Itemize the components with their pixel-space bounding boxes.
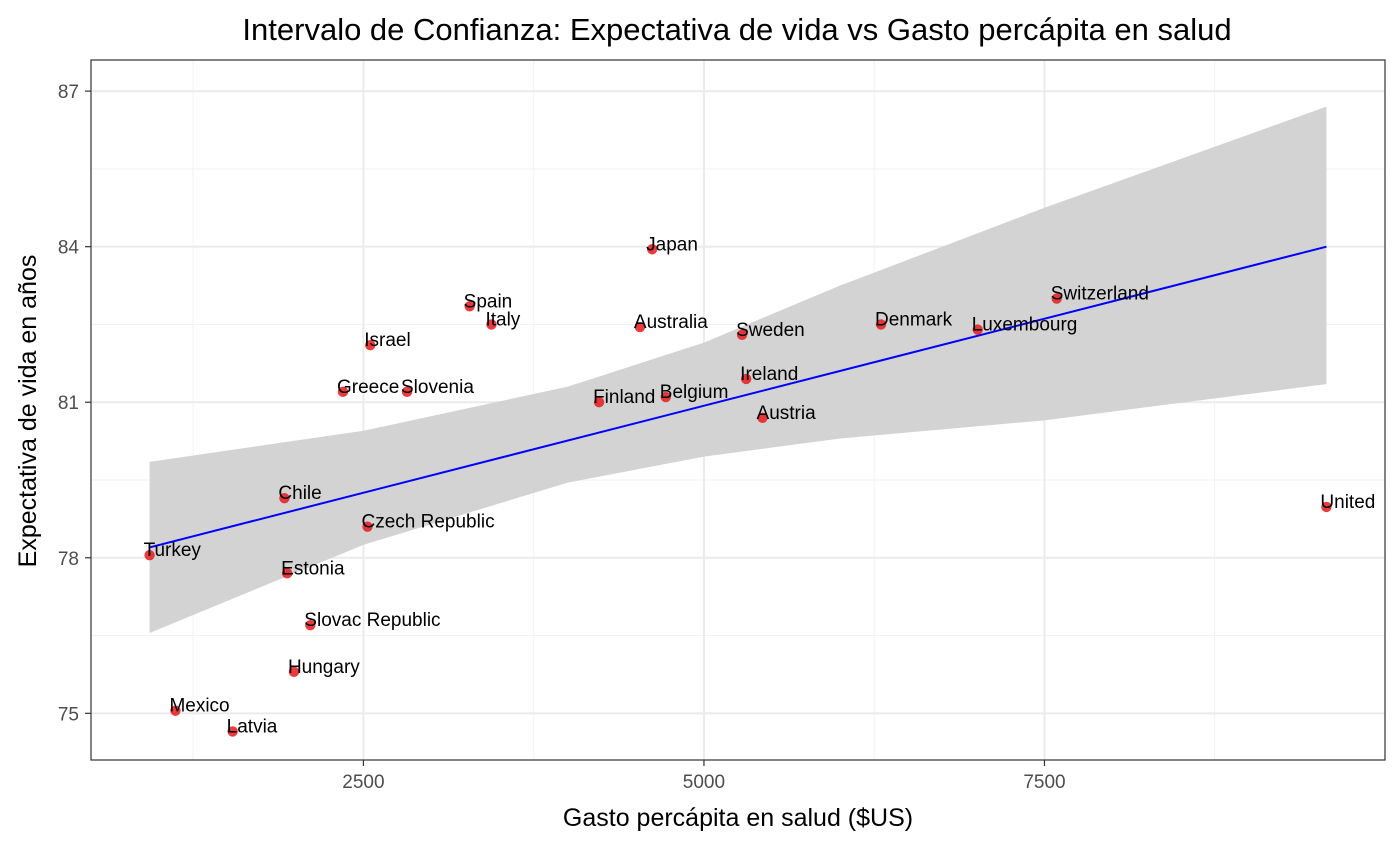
data-point: [972, 324, 983, 335]
data-point: [736, 329, 748, 341]
data-point: [170, 705, 181, 716]
point-label: Slovenia: [401, 377, 474, 398]
data-point: [875, 319, 887, 330]
plot-border: [90, 59, 1386, 761]
data-point: [660, 391, 672, 403]
point-label: Australia: [634, 312, 708, 333]
y-tick-label: 87: [58, 82, 79, 103]
point-label: Turkey: [144, 540, 202, 561]
data-point: [634, 321, 646, 333]
x-axis-title: Gasto percápita en salud ($US): [563, 804, 913, 832]
y-axis: 75 78 81 84 87: [58, 82, 91, 725]
data-point: [288, 666, 300, 678]
point-label: Czech Republic: [362, 512, 495, 533]
point-label: Slovac Republic: [304, 610, 440, 631]
point-label: Spain: [464, 291, 513, 312]
data-point: [757, 412, 768, 423]
chart-title: Intervalo de Confianza: Expectativa de v…: [242, 12, 1231, 47]
x-tick-label: 5000: [683, 772, 725, 793]
data-point: [464, 301, 475, 312]
y-tick-label: 78: [58, 549, 79, 570]
point-label: Italy: [485, 309, 520, 330]
point-label: Japan: [646, 234, 698, 255]
point-label: Ireland: [740, 364, 798, 385]
point-label: Switzerland: [1051, 284, 1149, 305]
data-point: [365, 339, 376, 351]
data-point: [401, 386, 413, 398]
point-label: Austria: [757, 403, 817, 424]
y-axis-title: Expectativa de vida en años: [14, 255, 42, 568]
point-label: Israel: [364, 330, 410, 351]
data-point: [593, 397, 605, 408]
point-label: Latvia: [227, 716, 278, 737]
point-label: Chile: [278, 483, 321, 504]
point-label: Denmark: [875, 309, 953, 330]
point-label: Luxembourg: [972, 315, 1078, 336]
data-point: [144, 549, 155, 561]
point-label: Sweden: [736, 320, 805, 341]
data-point: [362, 521, 373, 532]
data-point: [281, 568, 293, 579]
y-tick-label: 84: [58, 238, 80, 259]
point-label: United: [1320, 492, 1375, 513]
point-label: Finland: [593, 387, 655, 408]
y-tick-label: 75: [58, 704, 79, 725]
data-point: [337, 386, 349, 398]
data-point: [227, 726, 238, 737]
point-label: Estonia: [281, 558, 345, 579]
point-label: Mexico: [169, 696, 229, 717]
x-tick-label: 2500: [342, 772, 384, 793]
data-point: [486, 319, 497, 330]
point-label: Hungary: [288, 657, 360, 678]
point-label: Greece: [337, 377, 399, 398]
data-point: [279, 492, 290, 504]
data-point: [1051, 293, 1062, 304]
x-tick-label: 7500: [1023, 772, 1065, 793]
data-point: [305, 619, 316, 631]
data-point: [646, 244, 658, 255]
fit-line: [149, 245, 1327, 549]
data-points: [144, 244, 1332, 737]
x-axis: 2500 5000 7500: [342, 760, 1066, 793]
data-point: [1321, 501, 1332, 513]
y-tick-label: 81: [58, 393, 79, 414]
data-point: [740, 373, 752, 385]
confidence-band: [149, 106, 1327, 633]
point-label: Belgium: [660, 382, 729, 403]
